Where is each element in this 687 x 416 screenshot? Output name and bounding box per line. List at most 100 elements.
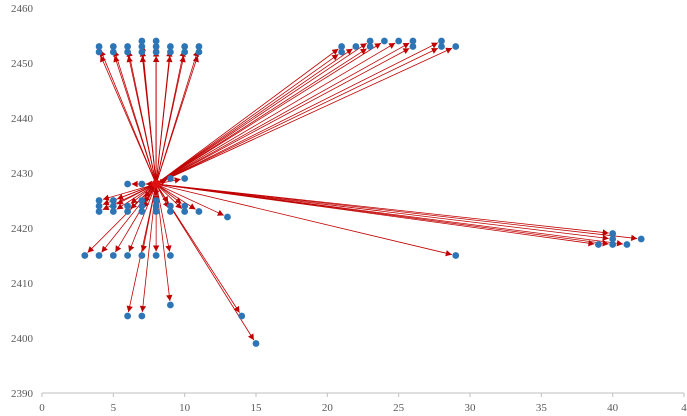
- arrow-line: [155, 42, 396, 185]
- arrow-head: [331, 48, 339, 56]
- data-point: [138, 252, 146, 259]
- arrow-head: [131, 180, 138, 188]
- arrow-line: [155, 42, 410, 185]
- data-point: [181, 208, 189, 215]
- data-point: [124, 202, 131, 210]
- arrow-head: [602, 240, 609, 247]
- y-tick-label: 2430: [11, 168, 34, 180]
- arrow-edges: [87, 42, 638, 341]
- arrow-line: [116, 183, 157, 210]
- arrow-head: [217, 209, 224, 216]
- data-point: [152, 202, 160, 210]
- arrow-head: [152, 245, 160, 252]
- y-tick-label: 2420: [11, 223, 34, 235]
- data-point: [95, 48, 103, 56]
- arrow-line: [128, 183, 157, 252]
- arrow-head: [188, 203, 196, 210]
- data-point: [109, 197, 117, 204]
- y-tick-label: 2410: [11, 278, 34, 290]
- arrow-line: [155, 42, 382, 185]
- data-point: [109, 252, 117, 259]
- arrow-line: [155, 55, 171, 185]
- data-point: [623, 241, 631, 248]
- arrow-line: [155, 48, 339, 185]
- arrow-head: [331, 54, 339, 61]
- data-point: [124, 312, 131, 320]
- arrow-head: [602, 229, 609, 236]
- arrow-head: [445, 47, 453, 54]
- arrow-line: [115, 183, 157, 253]
- data-point: [409, 43, 417, 50]
- arrow-line: [155, 53, 339, 185]
- data-point: [124, 252, 131, 259]
- data-point: [167, 301, 174, 309]
- data-point: [124, 208, 131, 215]
- data-point: [195, 43, 203, 50]
- arrow-line: [155, 55, 185, 185]
- arrow-head: [233, 305, 240, 313]
- arrow-head: [152, 56, 160, 62]
- arrow-head: [179, 55, 186, 63]
- data-point: [95, 208, 103, 215]
- data-point: [181, 202, 189, 210]
- arrow-head: [388, 43, 396, 49]
- arrow-head: [130, 197, 138, 204]
- data-point: [609, 230, 617, 237]
- arrow-head: [630, 234, 638, 242]
- arrow-line: [101, 183, 157, 253]
- arrow-line: [156, 183, 624, 245]
- arrow-head: [87, 246, 95, 253]
- data-point: [366, 43, 374, 50]
- data-point: [195, 48, 203, 56]
- x-tick-label: 35: [536, 402, 548, 414]
- arrow-head: [100, 55, 106, 63]
- data-point: [152, 43, 160, 50]
- data-point: [81, 252, 89, 259]
- arrow-head: [359, 48, 367, 55]
- arrow-line: [155, 42, 368, 185]
- arrow-head: [360, 43, 367, 50]
- arrow-head: [431, 47, 438, 54]
- data-point: [138, 43, 146, 50]
- arrow-head: [126, 305, 133, 313]
- data-point: [452, 43, 460, 50]
- arrow-line: [155, 183, 171, 252]
- arrow-head: [101, 245, 108, 253]
- data-point: [409, 37, 417, 45]
- data-points: [81, 37, 645, 347]
- arrow-line: [116, 183, 157, 205]
- y-tick-label: 2400: [11, 333, 34, 345]
- data-point: [124, 48, 131, 56]
- data-point: [152, 37, 160, 45]
- data-point: [124, 180, 131, 188]
- hub-point: [151, 179, 161, 189]
- arrow-head: [102, 194, 110, 201]
- x-tick-label: 15: [251, 402, 263, 414]
- data-point: [167, 208, 174, 215]
- arrow-head: [402, 48, 410, 55]
- data-point: [338, 48, 345, 56]
- data-point: [138, 37, 146, 45]
- arrow-head: [159, 179, 167, 186]
- data-point: [152, 197, 160, 204]
- arrow-head: [445, 250, 452, 257]
- data-point: [95, 197, 103, 204]
- data-point: [138, 202, 146, 210]
- arrow-line: [116, 183, 157, 200]
- arrow-head: [174, 197, 182, 204]
- hub: [151, 179, 161, 189]
- data-point: [95, 43, 103, 50]
- arrow-head: [113, 55, 120, 63]
- arrow-head: [431, 42, 438, 49]
- arrow-line: [128, 183, 157, 313]
- data-point: [338, 43, 345, 50]
- y-tick-label: 2450: [11, 58, 34, 70]
- data-point: [138, 48, 146, 56]
- data-point: [167, 175, 174, 182]
- arrow-head: [174, 177, 181, 184]
- data-point: [167, 48, 174, 56]
- data-point: [438, 37, 445, 45]
- data-point: [181, 175, 189, 182]
